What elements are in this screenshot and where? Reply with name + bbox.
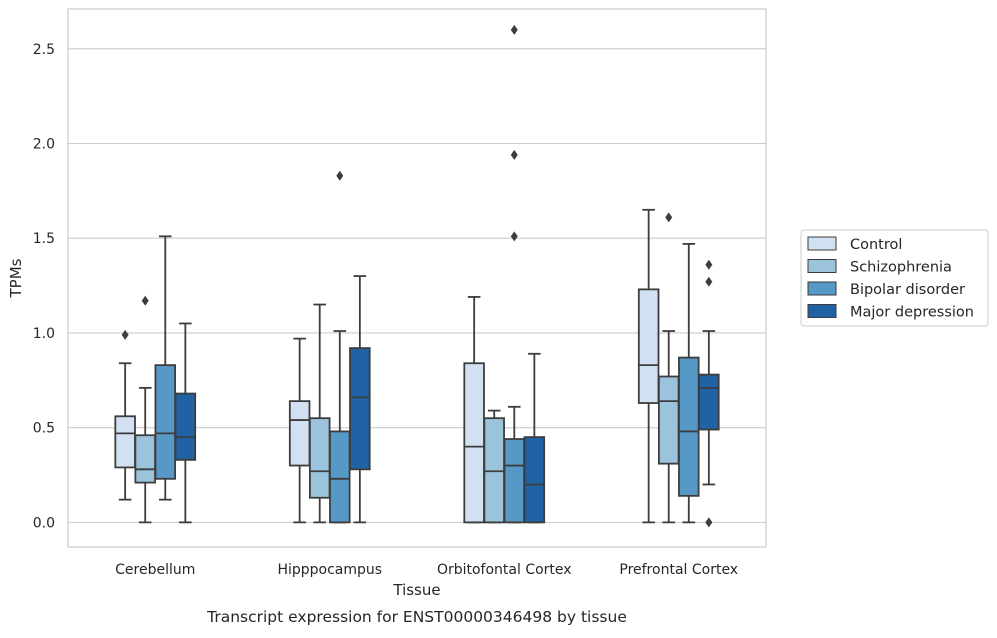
iqr-box [637, 288, 660, 404]
box-bipolar-disorder [329, 170, 351, 524]
box-control [463, 296, 485, 524]
iqr-box [329, 430, 351, 524]
outlier-point [510, 231, 518, 242]
iqr-box [134, 434, 156, 484]
iqr-box [114, 415, 136, 469]
box-major-depression [698, 259, 720, 528]
iqr-box [154, 364, 177, 480]
outlier-point [510, 24, 518, 35]
iqr-box [523, 436, 546, 524]
y-tick-label: 0.5 [33, 421, 55, 437]
iqr-box [503, 438, 526, 524]
x-tick-label: Hipppocampus [277, 562, 382, 578]
legend-label: Schizophrenia [850, 260, 952, 276]
box-control [114, 329, 136, 501]
legend-label: Bipolar disorder [850, 282, 965, 298]
legend-label: Control [850, 237, 902, 253]
y-tick-label: 0.0 [33, 515, 55, 531]
box-schizophrenia [134, 295, 156, 524]
box-bipolar-disorder [154, 235, 177, 501]
y-axis-ticks: 0.0 0.5 1.0 1.5 2.0 2.5 [33, 42, 55, 532]
x-tick-label: Orbitofontal Cortex [437, 562, 572, 578]
legend-label: Major depression [850, 305, 974, 321]
iqr-box [308, 417, 331, 499]
legend-swatch [807, 281, 837, 296]
x-axis-label: Tissue [392, 581, 440, 599]
y-tick-label: 2.5 [33, 42, 55, 58]
legend-frame [800, 229, 989, 327]
y-axis-label: TPMs [7, 258, 25, 298]
outlier-point [705, 259, 713, 270]
outlier-point [336, 170, 344, 181]
outlier-point [121, 329, 129, 340]
outlier-point [705, 517, 713, 528]
x-tick-label: Prefrontal Cortex [619, 562, 738, 578]
y-tick-label: 1.5 [33, 231, 55, 247]
y-tick-label: 2.0 [33, 137, 55, 153]
box-control [637, 208, 660, 524]
box-major-depression [174, 322, 197, 524]
chart-caption: Transcript expression for ENST0000034649… [206, 608, 627, 626]
iqr-box [657, 375, 680, 465]
outlier-point [705, 276, 713, 287]
legend: Control Schizophrenia Bipolar disorder Majo… [800, 229, 989, 327]
iqr-box [174, 392, 197, 461]
iqr-box [483, 417, 505, 524]
iqr-box [463, 362, 485, 524]
y-tick-label: 1.0 [33, 326, 55, 342]
iqr-box [678, 356, 700, 497]
outlier-point [141, 295, 149, 306]
iqr-box [288, 400, 311, 467]
box-groups [114, 24, 720, 528]
x-tick-label: Cerebellum [115, 562, 195, 578]
box-major-depression [523, 352, 546, 524]
outlier-point [510, 149, 518, 160]
legend-swatch [807, 304, 837, 318]
iqr-box [349, 347, 371, 471]
outlier-point [665, 212, 673, 223]
box-schizophrenia [483, 409, 505, 524]
x-axis-ticks: Cerebellum Hipppocampus Orbitofontal Corte… [115, 562, 738, 578]
plot-frame [67, 8, 767, 548]
box-major-depression [349, 275, 371, 524]
legend-swatch [807, 236, 837, 251]
iqr-box [698, 373, 720, 431]
legend-swatch [807, 259, 837, 273]
